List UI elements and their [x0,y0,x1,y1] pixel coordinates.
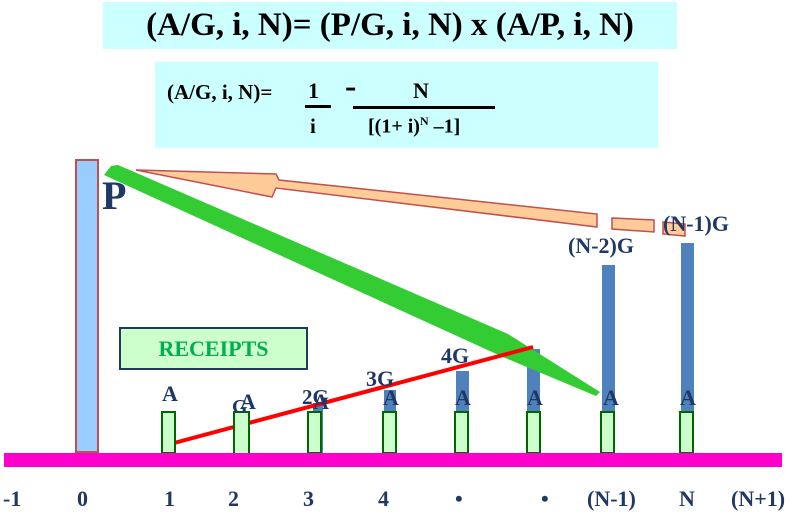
tick-n-plus-1: (N+1) [731,486,786,511]
a-bar-8 [679,411,694,454]
g-label: G [232,396,248,418]
a-label-1: A [162,381,178,406]
a-label-6: A [527,385,543,410]
formula-lhs: (A/G, i, N)= [167,80,273,104]
formula-numerator-2: N [413,78,429,103]
tick-minus-1: -1 [3,486,22,511]
three-g-label: 3G [366,366,395,391]
tick-4: 4 [378,486,389,511]
a-label-7: A [603,385,619,410]
title-box: (A/G, i, N)= (P/G, i, N) x (A/P, i, N) [103,2,677,49]
a-label-5: A [455,385,471,410]
tick-1: 1 [164,486,175,511]
a-bar-6 [526,411,541,454]
a-label-8: A [680,385,696,410]
fraction-bar-2 [353,106,495,109]
tick-n-minus-1: (N-1) [587,486,636,511]
tick-n: N [679,486,695,511]
receipts-label: RECEIPTS [119,327,308,370]
a-bar-5 [454,411,469,454]
a-bar-3 [307,411,322,454]
a-bar-1 [161,411,176,454]
tick-dot-1: • [455,486,463,511]
four-g-label: 4G [441,343,470,368]
formula-box: (A/G, i, N)= 1 i - N [(1+ i)N –1] [155,62,658,148]
fraction-bar-1 [305,105,331,108]
tick-dot-2: • [541,486,549,511]
a-label-2: A [240,389,256,414]
title-formula: (A/G, i, N)= (P/G, i, N) x (A/P, i, N) [146,7,634,43]
tick-3: 3 [303,486,314,511]
a-label-3: A [313,389,329,414]
tick-2: 2 [228,486,239,511]
a-bar-4 [382,411,397,454]
g-bar-n [681,243,694,453]
n-minus-1-g-label: (N-1)G [663,211,729,236]
formula-denominator-1: i [310,114,316,138]
a-label-4: A [383,385,399,410]
a-bar-7 [600,411,615,454]
formula-minus: - [345,68,357,105]
green-arrow [104,165,600,396]
orange-arrow [135,169,686,237]
p-label: P [102,173,127,218]
p-bar [75,159,99,453]
n-minus-2-g-label: (N-2)G [568,233,634,258]
tick-0: 0 [77,486,88,511]
two-g-label: 2G [302,385,329,409]
g-bar-n-minus-1 [602,265,615,453]
formula-numerator-1: 1 [308,78,319,103]
time-axis [4,453,782,467]
formula-denominator-2: [(1+ i)N –1] [368,114,461,138]
formula-exponent: N [419,114,429,128]
